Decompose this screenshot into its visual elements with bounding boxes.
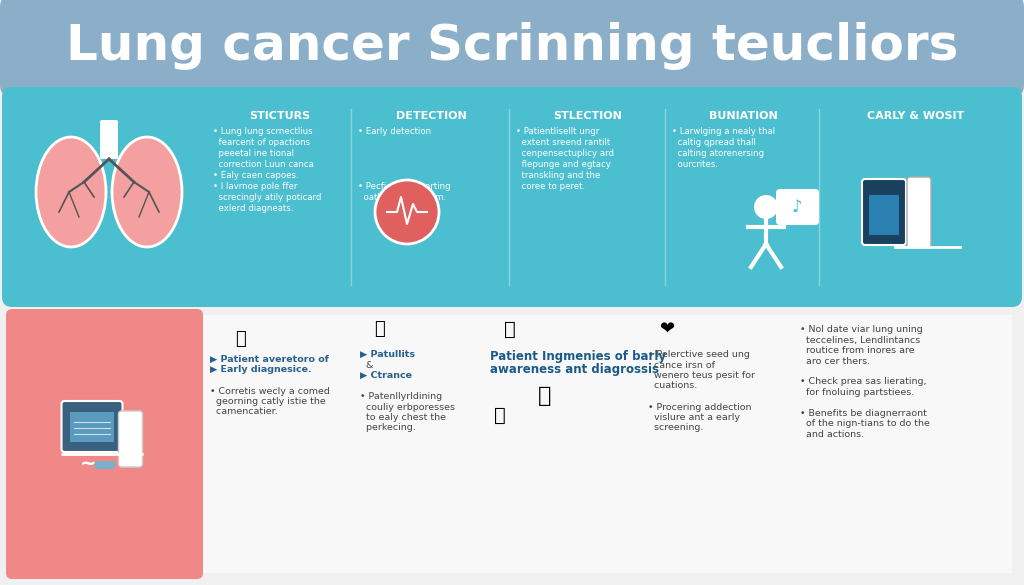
Text: • Patenllyrldining: • Patenllyrldining xyxy=(360,392,442,401)
Text: DETECTION: DETECTION xyxy=(395,111,466,121)
Bar xyxy=(12,315,1012,573)
FancyBboxPatch shape xyxy=(869,195,899,235)
Text: vislure ant a early: vislure ant a early xyxy=(648,413,740,422)
Text: Lung cancer Scrinning teucliors: Lung cancer Scrinning teucliors xyxy=(66,22,958,70)
Text: • Nol date viar lung uning: • Nol date viar lung uning xyxy=(800,325,923,334)
Text: camencatier.: camencatier. xyxy=(210,408,278,417)
Text: wenero teus pesit for: wenero teus pesit for xyxy=(648,371,755,380)
Text: perkecing.: perkecing. xyxy=(360,424,416,432)
Text: 📊: 📊 xyxy=(234,330,246,348)
Circle shape xyxy=(754,195,778,219)
Text: screening.: screening. xyxy=(648,424,703,432)
Text: cenpensectuplicy ard: cenpensectuplicy ard xyxy=(516,149,614,158)
Text: BUNIATION: BUNIATION xyxy=(709,111,777,121)
Text: screcingly atily poticard: screcingly atily poticard xyxy=(213,193,322,202)
Text: extent sreend rantilt: extent sreend rantilt xyxy=(516,138,610,147)
Text: teccelines, Lendlintancs: teccelines, Lendlintancs xyxy=(800,336,921,345)
FancyBboxPatch shape xyxy=(100,120,118,159)
Text: • Procering addection: • Procering addection xyxy=(648,402,752,411)
Text: • Pecfics alng parting: • Pecfics alng parting xyxy=(358,182,451,191)
Text: • Ealy caen capoes.: • Ealy caen capoes. xyxy=(213,171,299,180)
Text: • Lung lung scrnectlius: • Lung lung scrnectlius xyxy=(213,127,312,136)
Text: 🎓: 🎓 xyxy=(539,386,552,406)
Text: ▶ Patient averetoro of: ▶ Patient averetoro of xyxy=(210,355,329,364)
Text: ♪: ♪ xyxy=(792,198,803,216)
Text: calting atorenersing: calting atorenersing xyxy=(672,149,764,158)
Text: STICTURS: STICTURS xyxy=(249,111,310,121)
FancyBboxPatch shape xyxy=(862,179,906,245)
Text: 👫: 👫 xyxy=(495,406,506,425)
Text: flepunge and egtacy: flepunge and egtacy xyxy=(516,160,611,169)
Text: • I lavrnoe pole ffer: • I lavrnoe pole ffer xyxy=(213,182,297,191)
Text: • Patientlisellt ungr: • Patientlisellt ungr xyxy=(516,127,599,136)
Bar xyxy=(94,461,115,469)
Text: • Check prea sas lierating,: • Check prea sas lierating, xyxy=(800,377,927,387)
Text: awareness ant diagrossis: awareness ant diagrossis xyxy=(490,363,659,376)
Text: peeetal ine tional: peeetal ine tional xyxy=(213,149,294,158)
Text: • Early detection: • Early detection xyxy=(358,127,431,136)
FancyBboxPatch shape xyxy=(2,87,1022,307)
FancyBboxPatch shape xyxy=(119,411,142,467)
FancyBboxPatch shape xyxy=(6,309,203,579)
Text: georning catly istie the: georning catly istie the xyxy=(210,397,326,406)
Text: • Corretis wecly a comed: • Corretis wecly a comed xyxy=(210,387,330,395)
Text: 👥: 👥 xyxy=(504,320,516,339)
Text: &: & xyxy=(360,360,374,370)
Text: cance irsn of: cance irsn of xyxy=(648,360,715,370)
Text: • Larwlging a nealy thal: • Larwlging a nealy thal xyxy=(672,127,775,136)
Bar xyxy=(70,412,114,442)
Text: caltig qpread thall: caltig qpread thall xyxy=(672,138,756,147)
Text: and actions.: and actions. xyxy=(800,430,864,439)
Ellipse shape xyxy=(36,137,106,247)
FancyBboxPatch shape xyxy=(907,177,931,248)
Text: Patient Ingmenies of barly: Patient Ingmenies of barly xyxy=(490,350,666,363)
Text: couliy erbporesses: couliy erbporesses xyxy=(360,402,455,411)
Text: 🖥️: 🖥️ xyxy=(375,320,385,338)
Text: aro cer thers.: aro cer thers. xyxy=(800,356,870,366)
Text: cuations.: cuations. xyxy=(648,381,697,391)
Text: oatling after adom.: oatling after adom. xyxy=(358,193,446,202)
Text: STLECTION: STLECTION xyxy=(554,111,623,121)
Text: CARLY & WOSIT: CARLY & WOSIT xyxy=(867,111,965,121)
Text: ~: ~ xyxy=(80,454,96,473)
FancyBboxPatch shape xyxy=(0,0,1024,97)
Text: of the nign-tians to do the: of the nign-tians to do the xyxy=(800,419,930,428)
Text: fearcent of opactions: fearcent of opactions xyxy=(213,138,310,147)
Text: coree to peret.: coree to peret. xyxy=(516,182,585,191)
Ellipse shape xyxy=(112,137,182,247)
Text: ourcrites.: ourcrites. xyxy=(672,160,718,169)
FancyBboxPatch shape xyxy=(776,189,819,225)
Text: for fnoluing partstiees.: for fnoluing partstiees. xyxy=(800,388,914,397)
Text: ▶ Early diagnesice.: ▶ Early diagnesice. xyxy=(210,366,311,374)
Text: ▶ Patullits: ▶ Patullits xyxy=(360,350,415,359)
Text: routice from inores are: routice from inores are xyxy=(800,346,914,355)
Text: ❤️: ❤️ xyxy=(660,320,676,338)
Text: • Benefits be diagnerraont: • Benefits be diagnerraont xyxy=(800,409,927,418)
Text: to ealy chest the: to ealy chest the xyxy=(360,413,446,422)
Text: • Pelerctive seed ung: • Pelerctive seed ung xyxy=(648,350,750,359)
Text: ▶ Ctrance: ▶ Ctrance xyxy=(360,371,412,380)
FancyBboxPatch shape xyxy=(61,401,123,452)
Circle shape xyxy=(375,180,439,244)
Text: exlerd diagneats.: exlerd diagneats. xyxy=(213,204,294,213)
Text: transkling and the: transkling and the xyxy=(516,171,600,180)
Text: correction Luun canca: correction Luun canca xyxy=(213,160,314,169)
